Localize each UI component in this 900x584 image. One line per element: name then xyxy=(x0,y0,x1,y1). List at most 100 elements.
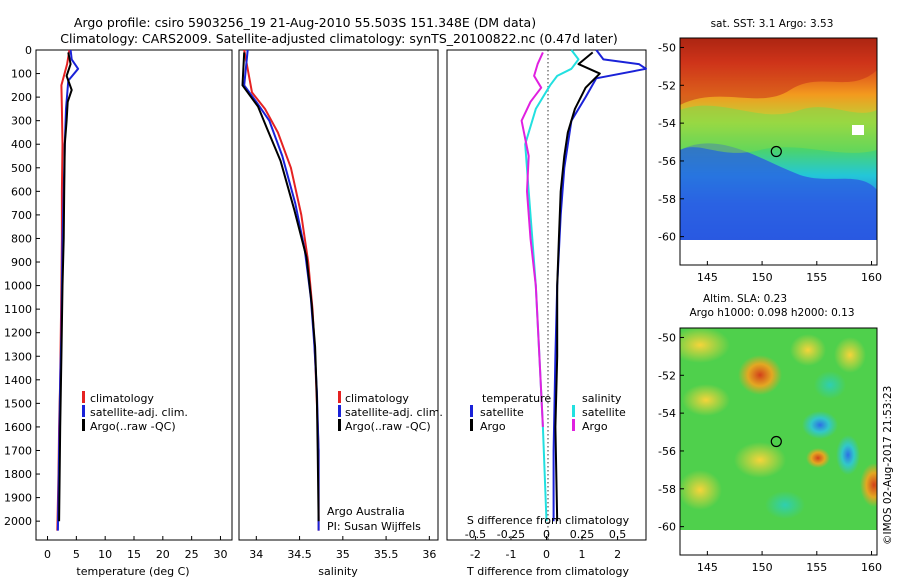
sst-warm-band xyxy=(680,38,877,105)
depth-tick-label: 1500 xyxy=(4,397,32,410)
title-line-1: Argo profile: csiro 5903256_19 21-Aug-20… xyxy=(74,15,536,30)
t-tick-label: 0 xyxy=(543,548,550,561)
s-difference-label: S difference from climatology xyxy=(467,514,630,527)
sla-anomaly xyxy=(802,411,838,439)
legend-label-t-argo: Argo xyxy=(480,420,506,433)
lat-tick-label: -54 xyxy=(658,117,676,130)
depth-tick-label: 700 xyxy=(11,209,32,222)
lat-tick-label: -60 xyxy=(658,521,676,534)
legend-swatch-argo xyxy=(338,419,341,431)
sla-anomaly xyxy=(680,470,722,510)
salinity-axis-ticks: 34 34.5 35 35.5 36 xyxy=(249,536,436,561)
sla-anomaly xyxy=(682,384,730,416)
salinity-panel: 34 34.5 35 35.5 36 salinity climatology sate… xyxy=(238,49,443,578)
lat-tick-label: -54 xyxy=(658,407,676,420)
lat-tick-label: -56 xyxy=(658,445,676,458)
legend-label-argo: Argo(..raw -QC) xyxy=(345,420,431,433)
lat-tick-label: -56 xyxy=(658,155,676,168)
depth-axis-ticks: 0 100 200 300 400 500 600 700 800 900 1000 1100 1200… xyxy=(4,44,40,528)
sla-anomaly xyxy=(738,355,782,395)
lon-tick-label: 150 xyxy=(752,561,773,574)
temperature-series xyxy=(56,49,80,531)
s-tick-label: 0 xyxy=(543,528,550,541)
depth-tick-label: 1300 xyxy=(4,350,32,363)
imos-watermark: ©IMOS 02-Aug-2017 21:53:23 xyxy=(882,386,894,545)
depth-tick-label: 2000 xyxy=(4,515,32,528)
temperature-difference-legend: temperature satellite Argo xyxy=(470,392,551,433)
legend-label-climatology: climatology xyxy=(345,392,409,405)
lon-tick-label: 155 xyxy=(806,561,827,574)
sst-land-mask xyxy=(852,125,864,135)
depth-tick-label: 1200 xyxy=(4,327,32,340)
depth-tick-label: 300 xyxy=(11,115,32,128)
x-tick-label: 36 xyxy=(422,548,436,561)
salinity-difference-legend: salinity satellite Argo xyxy=(572,392,626,433)
lat-tick-label: -50 xyxy=(658,331,676,344)
depth-tick-label: 1700 xyxy=(4,444,32,457)
depth-tick-label: 600 xyxy=(11,185,32,198)
t-tick-label: -1 xyxy=(505,548,516,561)
t-tick-label: -2 xyxy=(470,548,481,561)
legend-swatch-climatology xyxy=(338,391,341,403)
credit-line-1: Argo Australia xyxy=(327,505,405,518)
x-tick-label: 25 xyxy=(185,548,199,561)
sla-map-frame xyxy=(679,327,878,556)
series-line xyxy=(241,52,320,522)
sst-map-title: sat. SST: 3.1 Argo: 3.53 xyxy=(711,18,834,30)
title-line-2: Climatology: CARS2009. Satellite-adjuste… xyxy=(60,31,617,46)
x-tick-label: 15 xyxy=(127,548,141,561)
depth-tick-label: 400 xyxy=(11,138,32,151)
depth-tick-label: 1900 xyxy=(4,492,32,505)
lon-tick-label: 155 xyxy=(806,271,827,284)
legend-label-satellite: satellite-adj. clim. xyxy=(345,406,443,419)
sla-map-ticks: -50 -52 -54 -56 -58 -60 145 150 155 160 xyxy=(658,331,882,574)
legend-title-salinity: salinity xyxy=(582,392,622,405)
salinity-axis-label: salinity xyxy=(318,565,358,578)
lat-tick-label: -58 xyxy=(658,193,676,206)
lat-tick-label: -52 xyxy=(658,79,676,92)
depth-tick-label: 1800 xyxy=(4,468,32,481)
sla-anomaly xyxy=(790,334,826,366)
sst-map-frame xyxy=(679,37,878,266)
difference-plot-frame xyxy=(446,49,647,541)
t-tick-label: 2 xyxy=(614,548,621,561)
legend-swatch-satellite xyxy=(338,405,341,417)
lon-tick-label: 160 xyxy=(861,561,882,574)
t-difference-label: T difference from climatology xyxy=(466,565,629,578)
s-tick-label: 0.5 xyxy=(609,528,627,541)
sla-map-panel: Altim. SLA: 0.23 Argo h1000: 0.098 h2000… xyxy=(658,293,882,574)
legend-label-satellite: satellite-adj. clim. xyxy=(90,406,188,419)
sst-cold-tongue xyxy=(680,143,877,240)
sla-missing-strip xyxy=(680,530,877,555)
temperature-plot-frame xyxy=(35,49,233,541)
sla-map-title-line-2: Argo h1000: 0.098 h2000: 0.13 xyxy=(689,307,854,319)
float-position-marker xyxy=(770,435,782,448)
lon-tick-label: 160 xyxy=(861,271,882,284)
depth-tick-label: 1100 xyxy=(4,303,32,316)
legend-label-argo: Argo(..raw -QC) xyxy=(90,420,176,433)
depth-tick-label: 500 xyxy=(11,162,32,175)
lat-tick-label: -60 xyxy=(658,231,676,244)
x-tick-label: 5 xyxy=(73,548,80,561)
sst-map-panel: sat. SST: 3.1 Argo: 3.53 -50 -52 -54 -56 -58… xyxy=(658,18,882,284)
x-tick-label: 35.5 xyxy=(374,548,399,561)
s-tick-label: 0.25 xyxy=(570,528,595,541)
t-tick-label: 1 xyxy=(579,548,586,561)
lat-tick-label: -50 xyxy=(658,41,676,54)
sst-map-ticks: -50 -52 -54 -56 -58 -60 145 150 155 160 xyxy=(658,41,882,284)
sla-anomaly xyxy=(836,435,860,475)
lon-tick-label: 145 xyxy=(697,271,718,284)
temperature-panel: 0100200300400500600700800900100011001200… xyxy=(4,44,233,578)
sla-anomaly xyxy=(834,337,866,373)
difference-series xyxy=(520,49,647,522)
sla-anomaly xyxy=(680,328,730,363)
legend-label-s-argo: Argo xyxy=(582,420,608,433)
salinity-series xyxy=(241,49,320,531)
x-tick-label: 35 xyxy=(336,548,350,561)
depth-tick-label: 200 xyxy=(11,91,32,104)
difference-axis-ticks: -2 -1 0 1 2 -0.5 -0.25 0 0.25 0.5 xyxy=(465,528,627,561)
credit-line-2: PI: Susan Wijffels xyxy=(327,520,421,533)
sla-map-title-line-1: Altim. SLA: 0.23 xyxy=(703,293,787,305)
legend-label-s-satellite: satellite xyxy=(582,406,626,419)
